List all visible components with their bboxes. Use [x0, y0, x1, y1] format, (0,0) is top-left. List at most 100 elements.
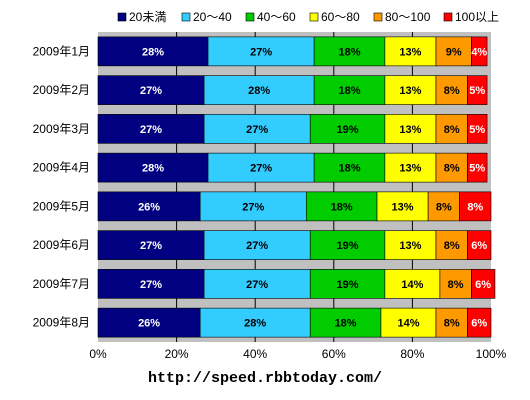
bar-segment [439, 269, 472, 299]
bar-segment [309, 230, 386, 260]
data-label: 5% [469, 85, 485, 97]
data-label: 26% [138, 318, 160, 330]
bar-segment [309, 269, 386, 299]
legend-label: 20未満 [129, 10, 166, 24]
y-tick-label: 2009年5月 [33, 199, 90, 213]
source-url[interactable]: http://speed.rbbtoday.com/ [147, 370, 383, 387]
bar-segment [435, 307, 468, 338]
data-label: 8% [444, 124, 460, 136]
bar-segment [376, 191, 429, 222]
y-tick-label: 2009年7月 [33, 277, 90, 291]
data-label: 18% [335, 318, 357, 330]
legend-swatch [309, 12, 319, 22]
bar-segment [467, 75, 488, 105]
legend-swatch [373, 12, 383, 22]
x-tick-label: 40% [243, 347, 267, 361]
y-axis-labels: 2009年1月 2009年2月 2009年3月 2009年4月 2009年5月 2009年… [33, 44, 90, 329]
bar-segment [199, 191, 307, 222]
bar-segment [384, 75, 437, 105]
legend-label: 80～100 [385, 10, 431, 24]
legend-label: 100以上 [455, 10, 499, 24]
bar-segment [309, 307, 382, 338]
bar-segment [313, 152, 386, 183]
legend-label: 20～40 [193, 10, 232, 24]
bar-segment [384, 230, 437, 260]
bar-segment [459, 191, 492, 222]
bar-segment [384, 114, 437, 144]
legend-swatch [245, 12, 255, 22]
data-label: 26% [138, 201, 160, 213]
data-label: 13% [399, 46, 421, 58]
bar-segment [97, 307, 201, 338]
bar-segment [203, 75, 315, 105]
bar-segment [384, 36, 437, 67]
data-label: 13% [399, 124, 421, 136]
data-label: 18% [339, 85, 361, 97]
data-label: 27% [246, 240, 268, 252]
data-label: 8% [467, 201, 483, 213]
y-tick-label: 2009年1月 [33, 44, 90, 58]
bar-segment [384, 269, 441, 299]
legend: 20未満 20～40 40～60 60～80 80～100 100以上 [117, 10, 499, 24]
bar-segment [435, 36, 472, 67]
data-label: 4% [471, 46, 487, 58]
bar-segment [467, 230, 492, 260]
data-label: 9% [446, 46, 462, 58]
data-label: 6% [471, 318, 487, 330]
data-label: 18% [339, 163, 361, 175]
y-tick-label: 2009年3月 [33, 122, 90, 136]
bar-segment [471, 36, 488, 67]
data-label: 6% [471, 240, 487, 252]
data-label: 27% [250, 46, 272, 58]
y-tick-label: 2009年8月 [33, 316, 90, 330]
bar-segment [97, 114, 205, 144]
bar-segment [467, 152, 488, 183]
bar-segment [380, 307, 437, 338]
data-label: 27% [250, 163, 272, 175]
data-label: 27% [140, 85, 162, 97]
bar-segment [97, 191, 201, 222]
bar-segment [427, 191, 460, 222]
legend-label: 60～80 [321, 10, 360, 24]
data-label: 14% [401, 279, 423, 291]
data-label: 27% [246, 279, 268, 291]
bar-segment [207, 152, 315, 183]
legend-swatch [443, 12, 453, 22]
bar-segment [305, 191, 378, 222]
bar-segment [471, 269, 496, 299]
data-label: 27% [140, 124, 162, 136]
data-label: 28% [142, 46, 164, 58]
x-tick-label: 0% [89, 347, 107, 361]
bar-segment [207, 36, 315, 67]
bar-segment [97, 36, 209, 67]
data-label: 27% [242, 201, 264, 213]
bar-segment [435, 75, 468, 105]
data-label: 28% [142, 163, 164, 175]
x-tick-label: 100% [476, 347, 507, 361]
y-tick-label: 2009年4月 [33, 161, 90, 175]
data-label: 5% [469, 124, 485, 136]
bar-segment [435, 114, 468, 144]
bar-segment [313, 75, 386, 105]
data-label: 13% [399, 240, 421, 252]
data-label: 19% [337, 240, 359, 252]
y-tick-label: 2009年6月 [33, 238, 90, 252]
data-label: 8% [444, 240, 460, 252]
data-label: 19% [337, 279, 359, 291]
bar-segment [97, 269, 205, 299]
bar-segment [467, 114, 488, 144]
bar-segment [97, 75, 205, 105]
x-tick-label: 80% [400, 347, 424, 361]
data-label: 13% [399, 85, 421, 97]
bars: 28% 27% 18% 13% 9% 4% 27% 28% 18% 13% 8% 5% 27% 27% 19… [97, 36, 496, 338]
data-label: 8% [444, 163, 460, 175]
data-label: 8% [436, 201, 452, 213]
data-label: 19% [337, 124, 359, 136]
data-label: 13% [392, 201, 414, 213]
bar-segment [199, 307, 311, 338]
data-label: 27% [140, 240, 162, 252]
x-axis-ticks: 0% 20% 40% 60% 80% 100% [89, 347, 506, 361]
data-label: 8% [444, 85, 460, 97]
data-label: 28% [248, 85, 270, 97]
data-label: 8% [444, 318, 460, 330]
